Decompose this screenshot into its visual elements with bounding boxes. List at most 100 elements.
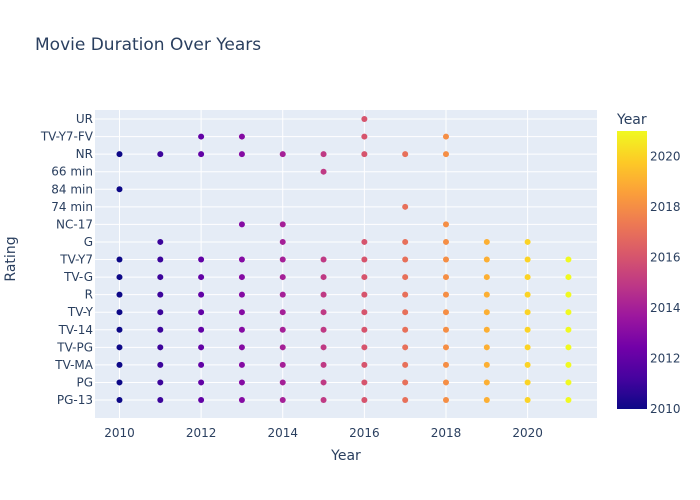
data-point [361,397,368,403]
data-point [442,274,449,281]
x-tick-label: 2014 [267,426,298,440]
data-point [483,326,490,333]
data-point [524,326,531,333]
data-point [483,238,490,245]
x-tick-label: 2016 [349,426,380,440]
data-point [320,256,327,263]
x-tick-label: 2020 [512,426,543,440]
data-point [524,291,531,298]
colorbar-gradient [617,131,647,409]
data-point [279,221,286,228]
data-point [116,151,123,158]
data-point [157,274,164,281]
data-point [157,151,164,158]
data-point [238,361,245,368]
data-point [157,379,164,386]
data-point [116,344,123,351]
data-point [402,203,409,210]
data-point [483,379,490,386]
data-point [238,274,245,281]
data-point [320,361,327,368]
y-tick-label: TV-G [63,270,93,284]
data-point [198,256,205,263]
data-point [116,256,123,263]
y-tick-label: TV-Y7 [59,253,93,267]
data-point [361,326,368,333]
data-point [279,326,286,333]
data-point [279,309,286,316]
data-point [565,274,572,281]
data-point [442,291,449,298]
data-point [198,291,205,298]
colorbar-ticks: 2010 2012 2014 2016 2018 2020 [650,149,681,416]
data-point [320,326,327,333]
data-point [442,133,449,140]
data-point [198,361,205,368]
data-point [402,361,409,368]
y-tick-label: UR [76,112,93,126]
y-tick-label: R [85,288,93,302]
data-point [116,186,123,193]
data-point [442,361,449,368]
data-point [157,326,164,333]
data-point [524,238,531,245]
data-point [320,291,327,298]
data-point [442,397,449,403]
data-point [320,379,327,386]
data-point [279,379,286,386]
data-point [157,309,164,316]
colorbar: Year 2010 2012 2014 2016 2018 2020 [616,112,681,416]
data-point [402,379,409,386]
data-point [524,397,531,403]
data-point [157,397,164,403]
colorbar-tick-label: 2020 [650,149,681,163]
y-tick-label: G [84,235,93,249]
data-point [524,361,531,368]
data-point [320,397,327,403]
plot-area [95,110,597,418]
y-axis-ticks: PG-13 PG TV-MA TV-PG TV-14 TV-Y R TV-G TV-Y7 G NC-… [40,112,94,407]
data-point [157,361,164,368]
data-point [238,326,245,333]
data-points [116,116,572,403]
data-point [198,379,205,386]
data-point [565,326,572,333]
x-tick-label: 2012 [186,426,217,440]
data-point [361,238,368,245]
data-point [483,274,490,281]
chart-title: Movie Duration Over Years [35,35,261,55]
data-point [279,238,286,245]
data-point [157,238,164,245]
data-point [442,379,449,386]
data-point [361,133,368,140]
data-point [320,151,327,158]
data-point [361,151,368,158]
data-point [157,344,164,351]
y-tick-label: TV-Y [67,305,94,319]
data-point [198,151,205,158]
data-point [361,116,368,122]
data-point [402,326,409,333]
data-point [402,344,409,351]
data-point [483,309,490,316]
data-point [524,379,531,386]
data-point [565,344,572,351]
data-point [279,274,286,281]
data-point [279,256,286,263]
data-point [238,379,245,386]
data-point [279,151,286,158]
y-tick-label: PG [76,375,93,389]
x-tick-label: 2018 [431,426,462,440]
data-point [402,309,409,316]
data-point [483,291,490,298]
data-point [116,379,123,386]
y-axis-title: Rating [3,236,19,281]
colorbar-tick-label: 2018 [650,200,681,214]
data-point [402,151,409,158]
data-point [361,274,368,281]
data-point [442,221,449,228]
data-point [116,397,123,403]
colorbar-tick-label: 2010 [650,402,681,416]
data-point [238,344,245,351]
data-point [402,256,409,263]
